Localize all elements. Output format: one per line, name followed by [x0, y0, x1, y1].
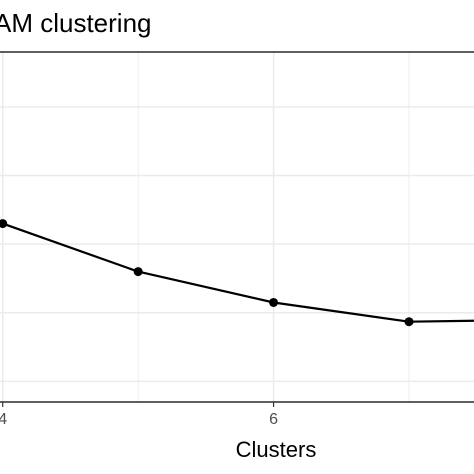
axes [0, 51, 474, 403]
series-line [0, 220, 474, 323]
x-axis-title: Clusters [236, 437, 317, 462]
data-point [133, 267, 143, 277]
x-tick-label: 4 [0, 411, 7, 428]
chart-title: AM clustering [0, 8, 152, 38]
series-line-group [0, 219, 474, 327]
grid-lines [0, 52, 474, 402]
plot-panel [0, 52, 474, 402]
data-point [404, 317, 414, 327]
data-point [269, 297, 279, 307]
x-tick-label: 6 [269, 411, 278, 428]
data-point [0, 219, 8, 229]
